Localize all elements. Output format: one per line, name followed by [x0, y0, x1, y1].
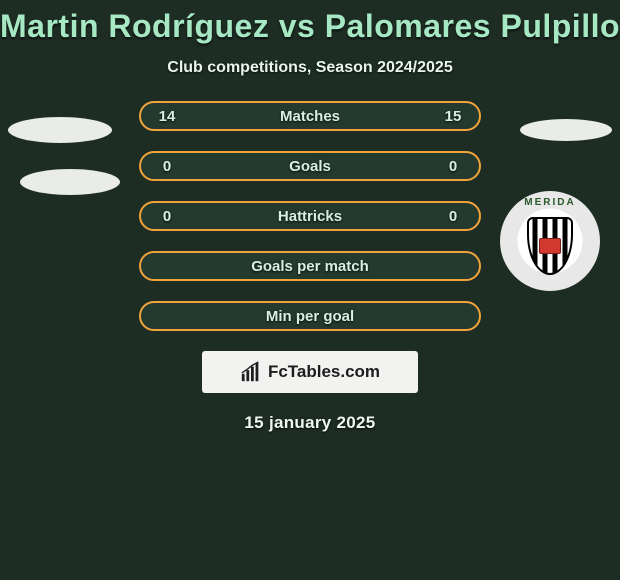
stat-row-hattricks: 0 Hattricks 0 [139, 201, 481, 231]
subtitle: Club competitions, Season 2024/2025 [0, 59, 620, 77]
stat-value-left: 0 [155, 208, 179, 225]
bar-chart-icon [240, 361, 262, 383]
stat-row-min-per-goal: Min per goal [139, 301, 481, 331]
placeholder-ellipse-left-2 [20, 169, 120, 195]
placeholder-ellipse-left-1 [8, 117, 112, 143]
stat-value-left: 14 [155, 108, 179, 125]
club-badge: MERIDA [500, 191, 600, 291]
stat-value-right: 0 [441, 208, 465, 225]
club-badge-text: MERIDA [500, 197, 600, 208]
stat-value-right: 15 [441, 108, 465, 125]
comparison-stage: MERIDA 14 Matches 15 0 Goals 0 0 Hattric… [0, 101, 620, 433]
brand-logo-box: FcTables.com [202, 351, 418, 393]
brand-name: FcTables.com [268, 362, 380, 382]
stat-label: Min per goal [266, 308, 354, 325]
stat-value-left: 0 [155, 158, 179, 175]
placeholder-ellipse-right-1 [520, 119, 612, 141]
stat-row-matches: 14 Matches 15 [139, 101, 481, 131]
stat-label: Matches [179, 108, 441, 125]
page-title: Martin Rodríguez vs Palomares Pulpillo [0, 0, 620, 45]
stat-label: Hattricks [179, 208, 441, 225]
club-badge-shield [527, 217, 573, 275]
stat-value-right: 0 [441, 158, 465, 175]
stat-pills: 14 Matches 15 0 Goals 0 0 Hattricks 0 Go… [139, 101, 481, 331]
club-badge-circle: MERIDA [500, 191, 600, 291]
stat-label: Goals [179, 158, 441, 175]
stat-label: Goals per match [251, 258, 369, 275]
snapshot-date: 15 january 2025 [0, 413, 620, 433]
stat-row-goals-per-match: Goals per match [139, 251, 481, 281]
stat-row-goals: 0 Goals 0 [139, 151, 481, 181]
